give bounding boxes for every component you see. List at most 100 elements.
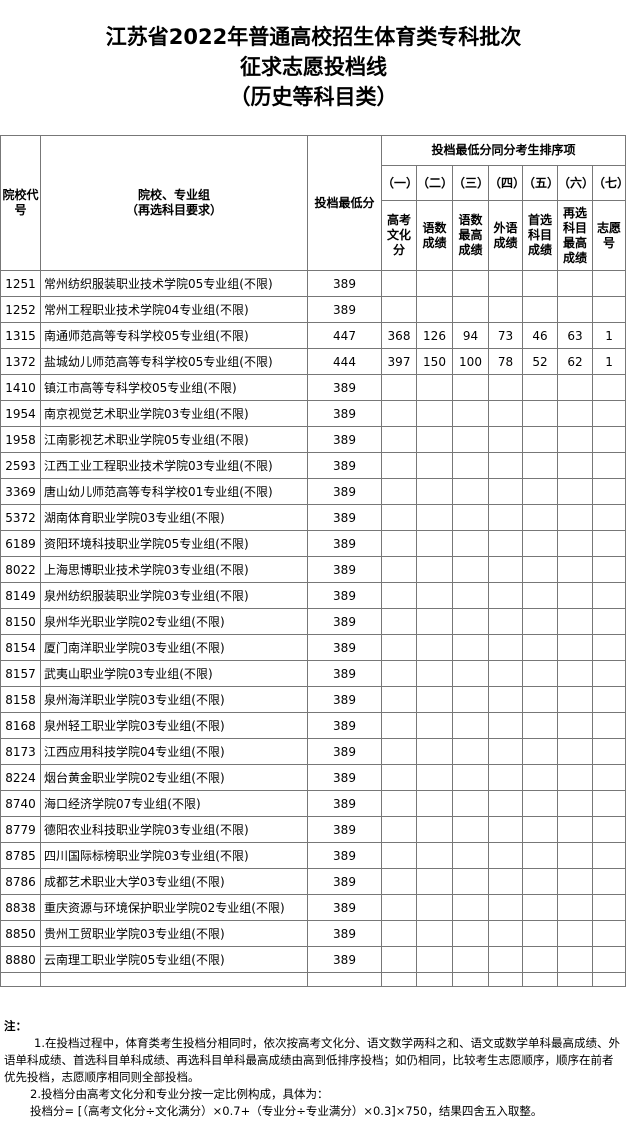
- code-cell: 8022: [0, 556, 41, 583]
- rank-cell: [416, 426, 453, 453]
- score-cell: 389: [307, 556, 382, 583]
- score-cell: 389: [307, 764, 382, 791]
- rank-cell: [381, 400, 417, 427]
- rank-cell: [591, 660, 627, 687]
- table-row: 3369 唐山幼儿师范高等专科学校01专业组(不限) 389: [0, 478, 627, 505]
- rank-cell: [557, 764, 593, 791]
- rank-cell: [522, 868, 558, 895]
- rank-cell: 397: [381, 348, 417, 375]
- rank-cell: [591, 790, 627, 817]
- rank-cell: [416, 894, 453, 921]
- rank-cell: [522, 816, 558, 843]
- rank-cell: [522, 504, 558, 531]
- rank-cell: [522, 946, 558, 973]
- rank-cell: [591, 582, 627, 609]
- rank-cell: [416, 660, 453, 687]
- rank-cell: [452, 946, 489, 973]
- score-cell: 389: [307, 920, 382, 947]
- rank-cell: [591, 712, 627, 739]
- score-cell: 389: [307, 530, 382, 557]
- rank-cell: [557, 296, 593, 323]
- rank-cell: [381, 764, 417, 791]
- rank-cell: [591, 296, 627, 323]
- name-cell: 德阳农业科技职业学院03专业组(不限): [40, 816, 308, 843]
- rank-cell: [452, 270, 489, 297]
- code-cell: 1251: [0, 270, 41, 297]
- rank-cell: [416, 842, 453, 869]
- header-cell: 语数最高成绩: [452, 200, 489, 271]
- score-cell: 389: [307, 738, 382, 765]
- rank-cell: [591, 946, 627, 973]
- rank-cell: [381, 894, 417, 921]
- score-cell: 389: [307, 660, 382, 687]
- rank-cell: [381, 946, 417, 973]
- score-cell: 389: [307, 712, 382, 739]
- code-cell: 8880: [0, 946, 41, 973]
- rank-cell: [381, 738, 417, 765]
- rank-cell: [591, 270, 627, 297]
- table-row: 8740 海口经济学院07专业组(不限) 389: [0, 790, 627, 817]
- title-line: （历史等科目类）: [229, 85, 398, 109]
- table-row: 8168 泉州轻工职业学院03专业组(不限) 389: [0, 712, 627, 739]
- score-cell: 389: [307, 894, 382, 921]
- blank-cell: [452, 972, 489, 987]
- score-cell: 444: [307, 348, 382, 375]
- score-cell: 389: [307, 634, 382, 661]
- header-cell: 外语成绩: [488, 200, 523, 271]
- name-cell: 贵州工贸职业学院03专业组(不限): [40, 920, 308, 947]
- header-text: （再选科目要求）: [125, 203, 222, 217]
- rank-cell: [452, 452, 489, 479]
- blank-cell: [381, 972, 417, 987]
- rank-cell: [591, 894, 627, 921]
- name-cell: 武夷山职业学院03专业组(不限): [40, 660, 308, 687]
- rank-cell: [488, 712, 523, 739]
- name-cell: 泉州海洋职业学院03专业组(不限): [40, 686, 308, 713]
- rank-cell: [522, 738, 558, 765]
- rank-cell: [591, 816, 627, 843]
- score-cell: 389: [307, 868, 382, 895]
- rank-cell: [452, 608, 489, 635]
- name-cell: 上海思博职业技术学院03专业组(不限): [40, 556, 308, 583]
- code-cell: 1954: [0, 400, 41, 427]
- name-cell: 常州工程职业技术学院04专业组(不限): [40, 296, 308, 323]
- rank-cell: [591, 764, 627, 791]
- header-cell: （一）: [381, 165, 417, 201]
- header-cell: （七）: [591, 165, 627, 201]
- rank-cell: 46: [522, 322, 558, 349]
- rank-cell: [381, 712, 417, 739]
- rank-cell: [416, 946, 453, 973]
- header-cell: （四）: [488, 165, 523, 201]
- table-row: 8880 云南理工职业学院05专业组(不限) 389: [0, 946, 627, 973]
- rank-cell: [416, 686, 453, 713]
- rank-cell: 73: [488, 322, 523, 349]
- rank-cell: [381, 842, 417, 869]
- code-cell: 2593: [0, 452, 41, 479]
- rank-cell: [557, 738, 593, 765]
- rank-cell: [591, 920, 627, 947]
- rank-cell: [381, 478, 417, 505]
- header-text: 院校、专业组: [137, 188, 210, 202]
- rank-cell: [557, 712, 593, 739]
- rank-cell: [488, 452, 523, 479]
- rank-cell: [557, 842, 593, 869]
- code-cell: 1410: [0, 374, 41, 401]
- code-cell: 8158: [0, 686, 41, 713]
- rank-cell: [452, 426, 489, 453]
- rank-cell: [557, 478, 593, 505]
- rank-cell: [591, 426, 627, 453]
- header-cell: 投档最低分同分考生排序项: [380, 135, 627, 166]
- name-cell: 盐城幼儿师范高等专科学校05专业组(不限): [40, 348, 308, 375]
- title: 江苏省2022年普通高校招生体育类专科批次 征求志愿投档线 （历史等科目类）: [0, 22, 627, 112]
- rank-cell: [416, 920, 453, 947]
- rank-cell: [381, 634, 417, 661]
- table-row: 1252 常州工程职业技术学院04专业组(不限) 389: [0, 296, 627, 323]
- rank-cell: [522, 452, 558, 479]
- rank-cell: [522, 634, 558, 661]
- code-cell: 1252: [0, 296, 41, 323]
- rank-cell: [522, 478, 558, 505]
- blank-cell: [591, 972, 627, 987]
- header-row: 院校代号 院校、专业组 （再选科目要求） 投档最低分 投档最低分同分考生排序项: [0, 135, 627, 271]
- rank-cell: 1: [591, 348, 627, 375]
- rank-cell: [381, 582, 417, 609]
- rank-cell: [452, 478, 489, 505]
